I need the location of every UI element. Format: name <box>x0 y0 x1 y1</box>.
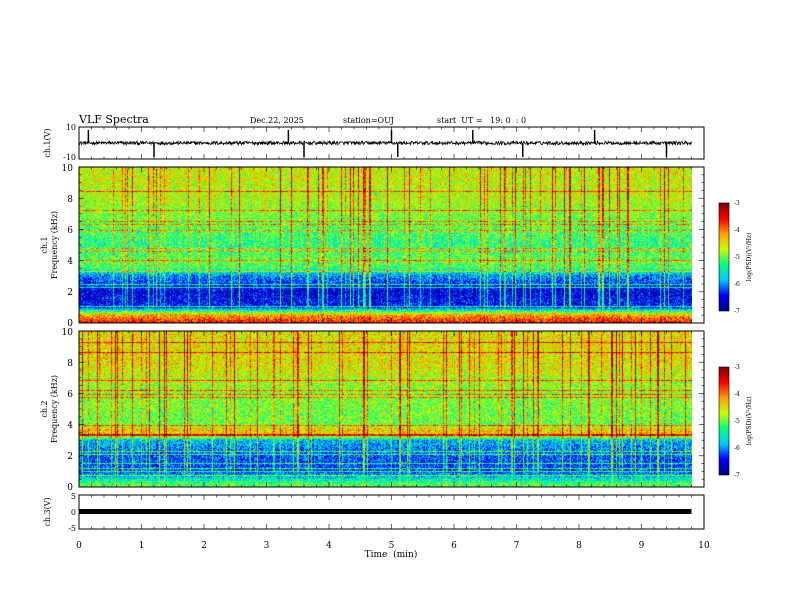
x-axis-label: Time (min) <box>365 549 418 560</box>
x-tick-label-3: 3 <box>264 541 270 551</box>
ch2-spectrogram-panel: 0 2 4 6 8 10 ch.2 Frequency (kHz) -3 -4 … <box>40 328 753 493</box>
ch1-spectrogram-ylabel-freq: Frequency (kHz) <box>50 211 59 279</box>
ch2-ytick-6: 6 <box>67 390 73 400</box>
cb1-tick-m6: -6 <box>734 281 740 288</box>
ch1-waveform-ylabel: ch.1(V) <box>43 128 52 157</box>
ch1-ytick-8: 8 <box>67 195 73 205</box>
cb2-tick-m6: -6 <box>734 445 740 452</box>
ch1-waveform-spikes <box>87 130 668 157</box>
x-tick-label-7: 7 <box>514 541 520 551</box>
ch1-ytick-4: 4 <box>67 257 73 267</box>
ch1-waveform-panel: 10 -10 ch.1(V) <box>43 123 705 162</box>
ch1-ytick-10: 10 <box>62 164 74 174</box>
ch2-ytick-0: 0 <box>67 483 73 493</box>
cb2-tick-m4: -4 <box>734 391 740 398</box>
ch3-waveform-trace <box>79 509 692 514</box>
ch3-ytick-bottom: -5 <box>68 524 76 533</box>
cb1-tick-m5: -5 <box>734 254 740 261</box>
ch1-spectrogram-heatmap <box>79 167 692 323</box>
x-tick-label-1: 1 <box>139 541 145 551</box>
ch3-waveform-panel: 5 0 -5 ch.3(V) <box>43 492 705 533</box>
x-tick-label-0: 0 <box>76 541 82 551</box>
ch1-ytick-bottom: -10 <box>63 153 76 162</box>
ch2-spectrogram-heatmap <box>79 331 692 487</box>
ch3-ytick-top: 5 <box>71 492 76 501</box>
ch1-waveform-trace <box>79 139 692 147</box>
x-tick-label-8: 8 <box>576 541 582 551</box>
ch1-ytick-2: 2 <box>67 288 73 298</box>
cb1-tick-m3: -3 <box>734 200 740 207</box>
ch1-ytick-6: 6 <box>67 226 73 236</box>
x-tick-label-5: 5 <box>389 541 395 551</box>
cb2-tick-m3: -3 <box>734 364 740 371</box>
ch1-spectrogram-ticks <box>78 166 705 324</box>
ch2-colorbar <box>719 367 729 475</box>
ch2-ytick-2: 2 <box>67 452 73 462</box>
cb1-tick-m7: -7 <box>734 308 740 315</box>
start-ut-label: start UT = 19: 0 : 0 <box>437 116 526 125</box>
cb2-tick-m7: -7 <box>734 472 740 479</box>
x-tick-label-4: 4 <box>326 541 332 551</box>
cb1-label: log(PSD)(V²/Hz) <box>746 233 753 282</box>
ch2-ytick-4: 4 <box>67 421 73 431</box>
ch1-ytick-0: 0 <box>67 319 73 329</box>
ch2-spectrogram-ylabel-freq: Frequency (kHz) <box>50 375 59 443</box>
ch3-ytick-mid: 0 <box>71 508 76 517</box>
ch2-spectrogram-ylabel-ch: ch.2 <box>40 400 49 417</box>
ch3-waveform-ylabel: ch.3(V) <box>43 497 52 526</box>
x-tick-label-10: 10 <box>698 541 710 551</box>
cb2-label: log(PSD)(V²/Hz) <box>746 397 753 446</box>
x-tick-label-2: 2 <box>201 541 207 551</box>
x-tick-label-6: 6 <box>451 541 457 551</box>
ch2-spectrogram-ticks <box>78 330 705 488</box>
figure-title: VLF Spectra <box>78 113 149 126</box>
x-tick-label-9: 9 <box>639 541 645 551</box>
ch1-colorbar <box>719 203 729 311</box>
ch1-spectrogram-panel: 0 2 4 6 8 10 ch.1 Frequency (kHz) -3 -4 … <box>40 164 753 329</box>
ch1-waveform-xticks <box>78 127 705 159</box>
ch2-ytick-8: 8 <box>67 359 73 369</box>
ch3-waveform-ticks <box>78 495 705 529</box>
ch1-ytick-top: 10 <box>66 123 76 132</box>
cb2-tick-m5: -5 <box>734 418 740 425</box>
ch1-spectrogram-ylabel-ch: ch.1 <box>40 236 49 253</box>
date-label: Dec.22, 2025 <box>250 116 304 125</box>
station-label: station=OUJ <box>343 116 394 125</box>
cb1-tick-m4: -4 <box>734 227 740 234</box>
x-axis-tick-labels: 0 1 2 3 4 5 6 7 8 9 10 <box>76 541 710 551</box>
ch2-ytick-10: 10 <box>62 328 74 338</box>
